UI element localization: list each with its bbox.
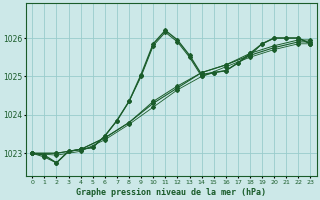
X-axis label: Graphe pression niveau de la mer (hPa): Graphe pression niveau de la mer (hPa) <box>76 188 266 197</box>
